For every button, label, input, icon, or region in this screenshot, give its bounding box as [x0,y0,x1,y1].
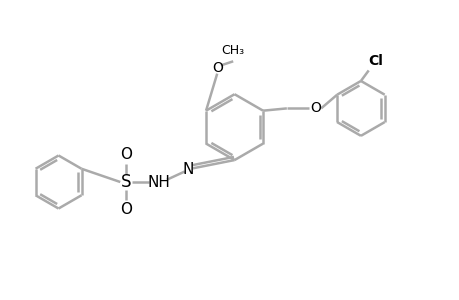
Text: O: O [309,101,320,116]
Text: O: O [119,202,131,217]
Text: O: O [119,147,131,162]
Text: O: O [211,61,222,75]
Text: Cl: Cl [368,54,383,68]
Text: NH: NH [147,175,170,190]
Text: N: N [182,162,194,177]
Text: S: S [120,173,131,191]
Text: CH₃: CH₃ [221,44,244,57]
